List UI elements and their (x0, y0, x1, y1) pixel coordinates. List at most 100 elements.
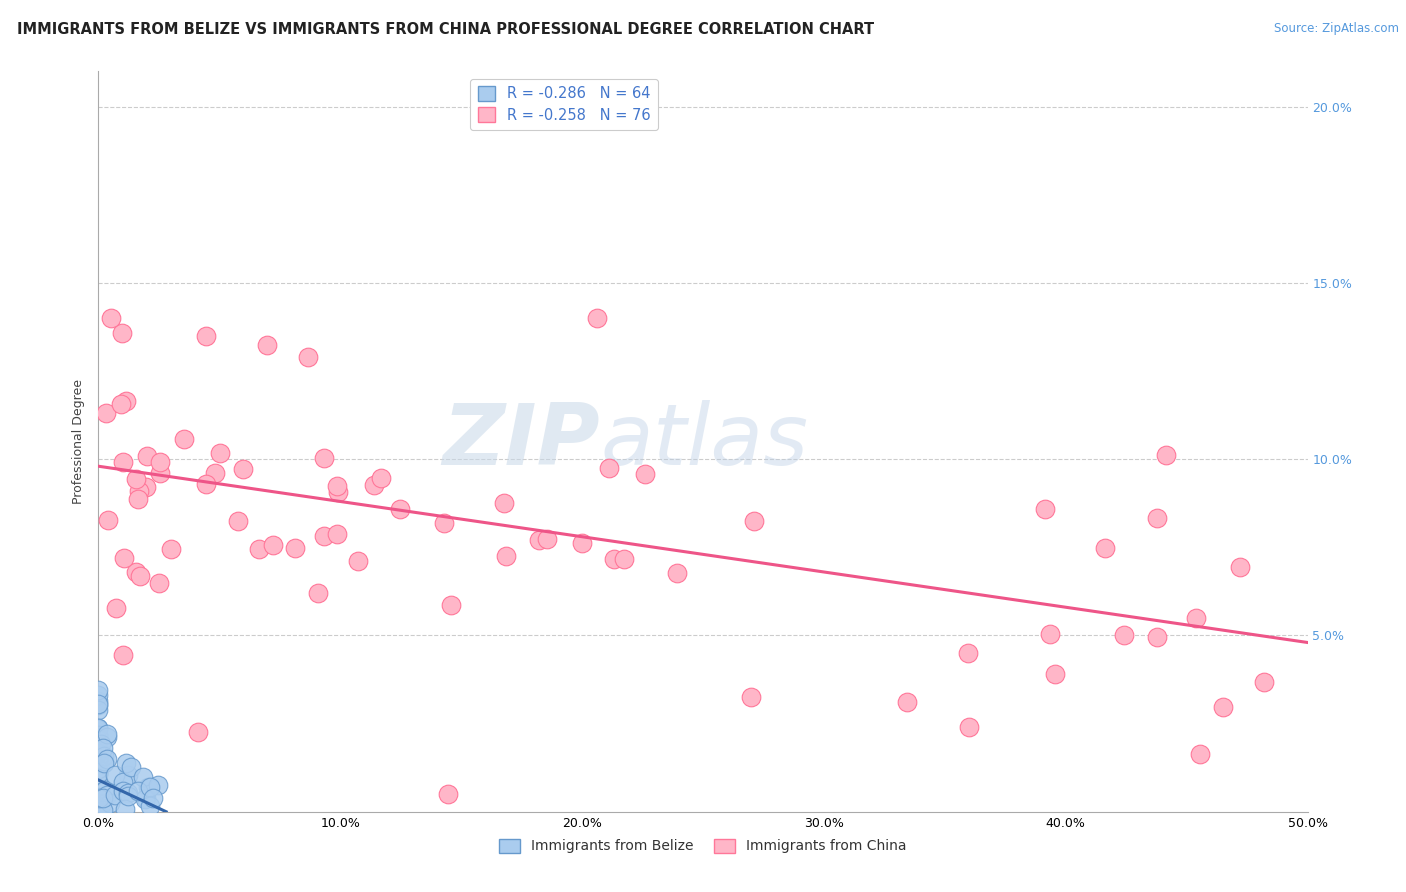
Point (602, 552, 624, 566)
Text: ZIP: ZIP (443, 400, 600, 483)
Point (117, 789, 139, 803)
Point (232, 462, 254, 476)
Point (114, 802, 136, 816)
Point (195, 328, 218, 343)
Point (87, 728, 110, 742)
Point (87, 722, 110, 736)
Point (87, 694, 110, 708)
Point (87, 698, 110, 712)
Point (1184, 611, 1206, 625)
Point (135, 450, 157, 464)
Point (125, 472, 148, 486)
Point (1146, 630, 1168, 644)
Point (90, 797, 112, 812)
Point (87, 790, 110, 805)
Point (91, 803, 114, 817)
Point (957, 720, 980, 734)
Point (87, 741, 110, 756)
Point (87, 697, 110, 711)
Point (87, 766, 110, 780)
Point (129, 568, 152, 582)
Point (87, 721, 110, 735)
Point (120, 760, 142, 774)
Point (1188, 747, 1211, 762)
Point (148, 575, 170, 590)
Point (495, 549, 517, 564)
Point (956, 646, 979, 660)
Point (370, 471, 392, 485)
Point (437, 787, 460, 801)
Point (96, 752, 118, 766)
Point (117, 768, 139, 782)
Point (87, 754, 110, 768)
Point (347, 554, 370, 568)
Point (127, 784, 149, 798)
Point (142, 790, 165, 805)
Point (89, 790, 111, 805)
Point (128, 483, 150, 498)
Point (112, 648, 135, 662)
Point (134, 792, 156, 806)
Point (112, 775, 135, 789)
Point (87, 722, 110, 736)
Point (527, 533, 550, 547)
Point (1033, 501, 1056, 516)
Point (96, 727, 118, 741)
Point (284, 541, 307, 555)
Point (1229, 560, 1251, 574)
Point (100, 310, 122, 325)
Point (115, 393, 138, 408)
Point (256, 338, 278, 352)
Point (1094, 541, 1116, 556)
Point (1253, 675, 1275, 690)
Point (149, 454, 172, 468)
Legend: Immigrants from Belize, Immigrants from China: Immigrants from Belize, Immigrants from … (492, 831, 914, 860)
Point (1146, 511, 1168, 525)
Point (160, 542, 183, 557)
Point (1112, 628, 1135, 642)
Point (433, 516, 456, 530)
Point (87, 767, 110, 781)
Point (87, 753, 110, 767)
Point (146, 778, 169, 792)
Point (96, 788, 118, 802)
Point (634, 467, 657, 481)
Point (87, 752, 110, 766)
Point (149, 466, 172, 480)
Point (111, 326, 134, 341)
Point (111, 455, 134, 469)
Point (612, 552, 634, 566)
Text: Source: ZipAtlas.com: Source: ZipAtlas.com (1274, 22, 1399, 36)
Point (104, 768, 127, 782)
Point (135, 480, 157, 494)
Text: IMMIGRANTS FROM BELIZE VS IMMIGRANTS FROM CHINA PROFESSIONAL DEGREE CORRELATION : IMMIGRANTS FROM BELIZE VS IMMIGRANTS FRO… (17, 22, 875, 37)
Point (87, 729, 110, 743)
Point (389, 501, 412, 516)
Point (665, 566, 688, 580)
Point (1045, 666, 1067, 681)
Point (1212, 700, 1234, 714)
Point (492, 496, 515, 510)
Point (87, 789, 110, 804)
Point (139, 780, 162, 795)
Point (586, 311, 609, 326)
Point (87, 773, 110, 788)
Point (132, 770, 155, 784)
Point (87, 752, 110, 766)
Point (297, 351, 319, 365)
Point (93, 749, 115, 764)
Point (262, 537, 284, 551)
Point (87, 683, 110, 698)
Point (896, 695, 918, 709)
Point (87, 732, 110, 747)
Point (1039, 626, 1062, 640)
Point (139, 799, 162, 814)
Point (97, 513, 120, 527)
Point (87, 738, 110, 752)
Point (312, 529, 335, 543)
Point (98, 797, 121, 811)
Point (173, 433, 195, 447)
Point (104, 788, 127, 802)
Point (110, 397, 132, 411)
Text: atlas: atlas (600, 400, 808, 483)
